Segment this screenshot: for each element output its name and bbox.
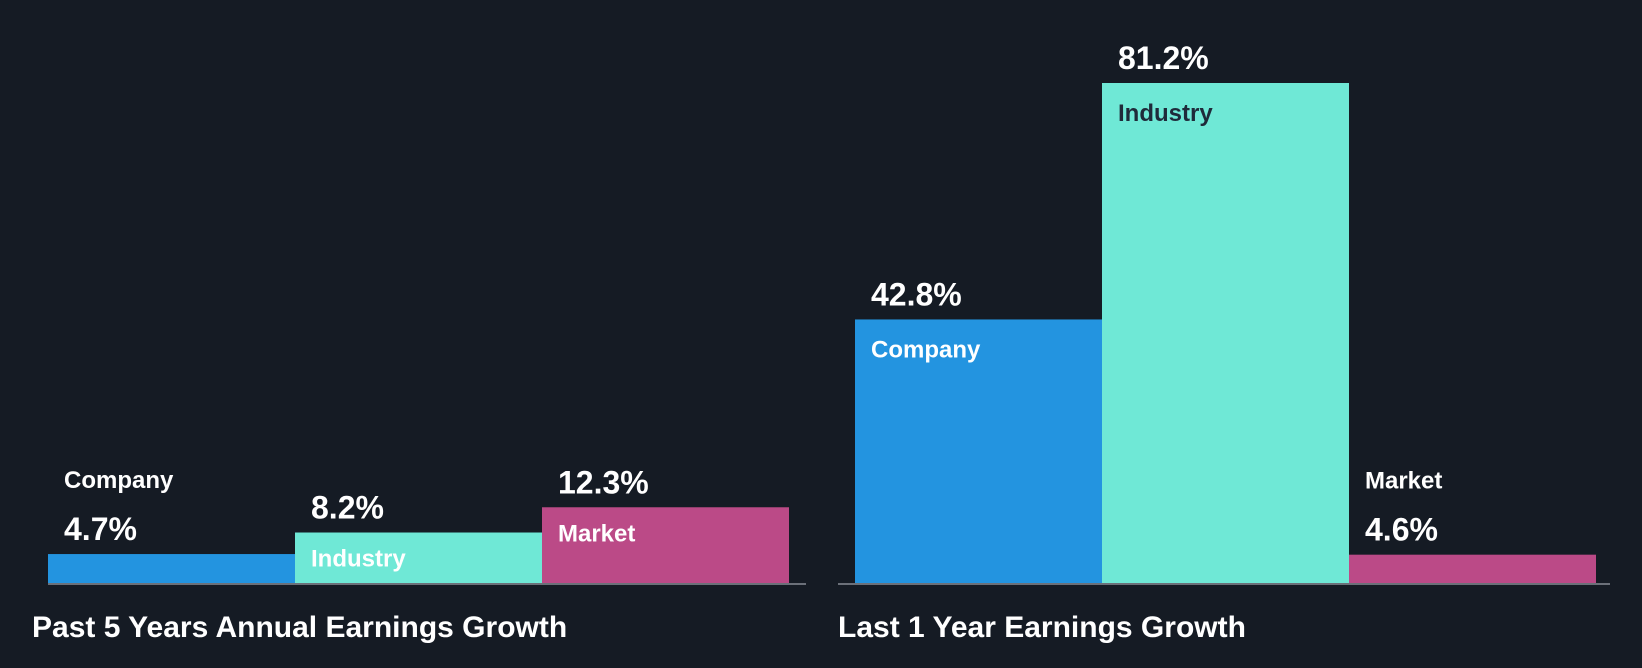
bar-company bbox=[855, 319, 1102, 583]
value-label-market: 4.6% bbox=[1365, 512, 1438, 548]
bar-industry bbox=[1102, 83, 1349, 583]
chart-panel-2: 42.8% Company 81.2% Industry 4.6% Market Last … bbox=[838, 40, 1610, 644]
value-label-company: 4.7% bbox=[64, 511, 137, 547]
chart-title: Last 1 Year Earnings Growth bbox=[838, 611, 1246, 644]
value-label-industry: 8.2% bbox=[311, 490, 384, 526]
value-label-industry: 81.2% bbox=[1118, 40, 1209, 76]
bar-company bbox=[48, 554, 295, 583]
bar-market bbox=[1349, 554, 1596, 583]
category-label-company: Company bbox=[64, 467, 174, 494]
bar-market bbox=[542, 507, 789, 583]
category-label-market: Market bbox=[1365, 468, 1442, 495]
category-label-company: Company bbox=[871, 336, 981, 363]
category-label-industry: Industry bbox=[1118, 100, 1213, 127]
value-label-company: 42.8% bbox=[871, 276, 962, 312]
value-label-market: 12.3% bbox=[558, 464, 649, 500]
category-label-market: Market bbox=[558, 520, 635, 547]
bar-industry bbox=[295, 532, 542, 583]
chart-panel-1: 4.7% Company 8.2% Industry 12.3% Market Past 5… bbox=[32, 464, 806, 644]
category-label-industry: Industry bbox=[311, 546, 406, 573]
chart-title: Past 5 Years Annual Earnings Growth bbox=[32, 611, 567, 644]
